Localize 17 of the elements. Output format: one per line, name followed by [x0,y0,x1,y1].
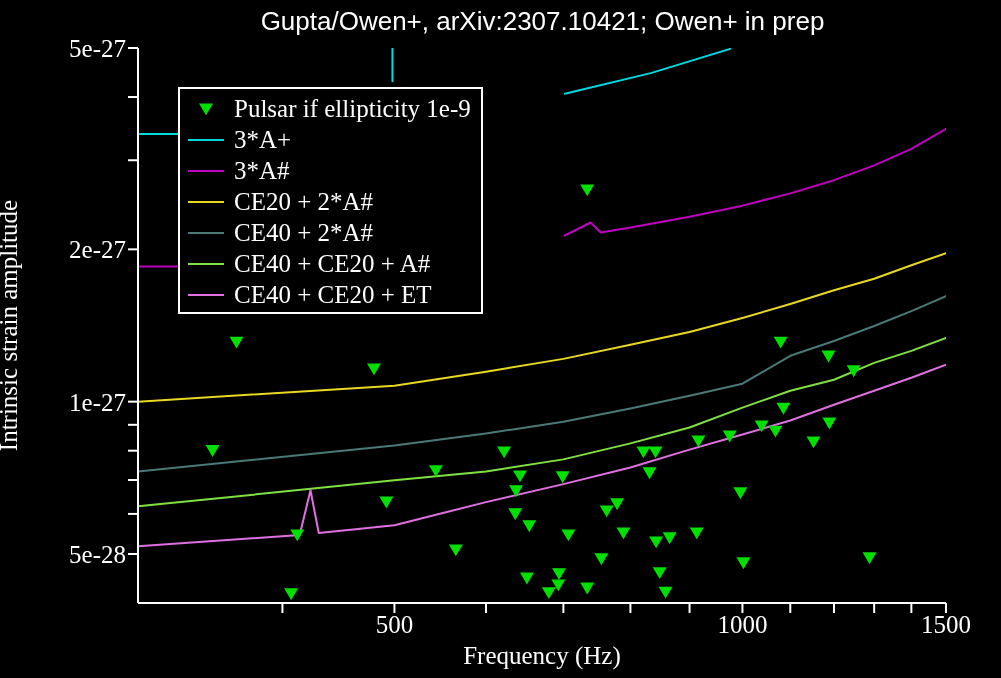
y-axis-title: Intrinsic strain amplitude [0,199,22,452]
legend-label: 3*A# [234,156,290,185]
y-tick-label: 1e-27 [69,388,126,416]
legend-label: CE40 + 2*A# [234,218,374,247]
x-tick-label: 1500 [921,610,971,638]
x-tick-label: 500 [375,610,414,638]
y-tick-label: 2e-27 [69,236,126,264]
legend-label: CE20 + 2*A# [234,187,374,216]
y-tick-label: 5e-27 [69,34,126,62]
x-tick-label: 1000 [717,610,768,638]
y-tick-label: 5e-28 [69,540,126,568]
legend-label: CE40 + CE20 + ET [234,280,432,309]
x-axis-title: Frequency (Hz) [463,642,621,670]
legend-label: CE40 + CE20 + A# [234,249,431,278]
chart-title: Gupta/Owen+, arXiv:2307.10421; Owen+ in prep [260,6,825,36]
legend-label: Pulsar if ellipticity 1e-9 [234,94,471,123]
legend-label: 3*A+ [234,125,292,154]
